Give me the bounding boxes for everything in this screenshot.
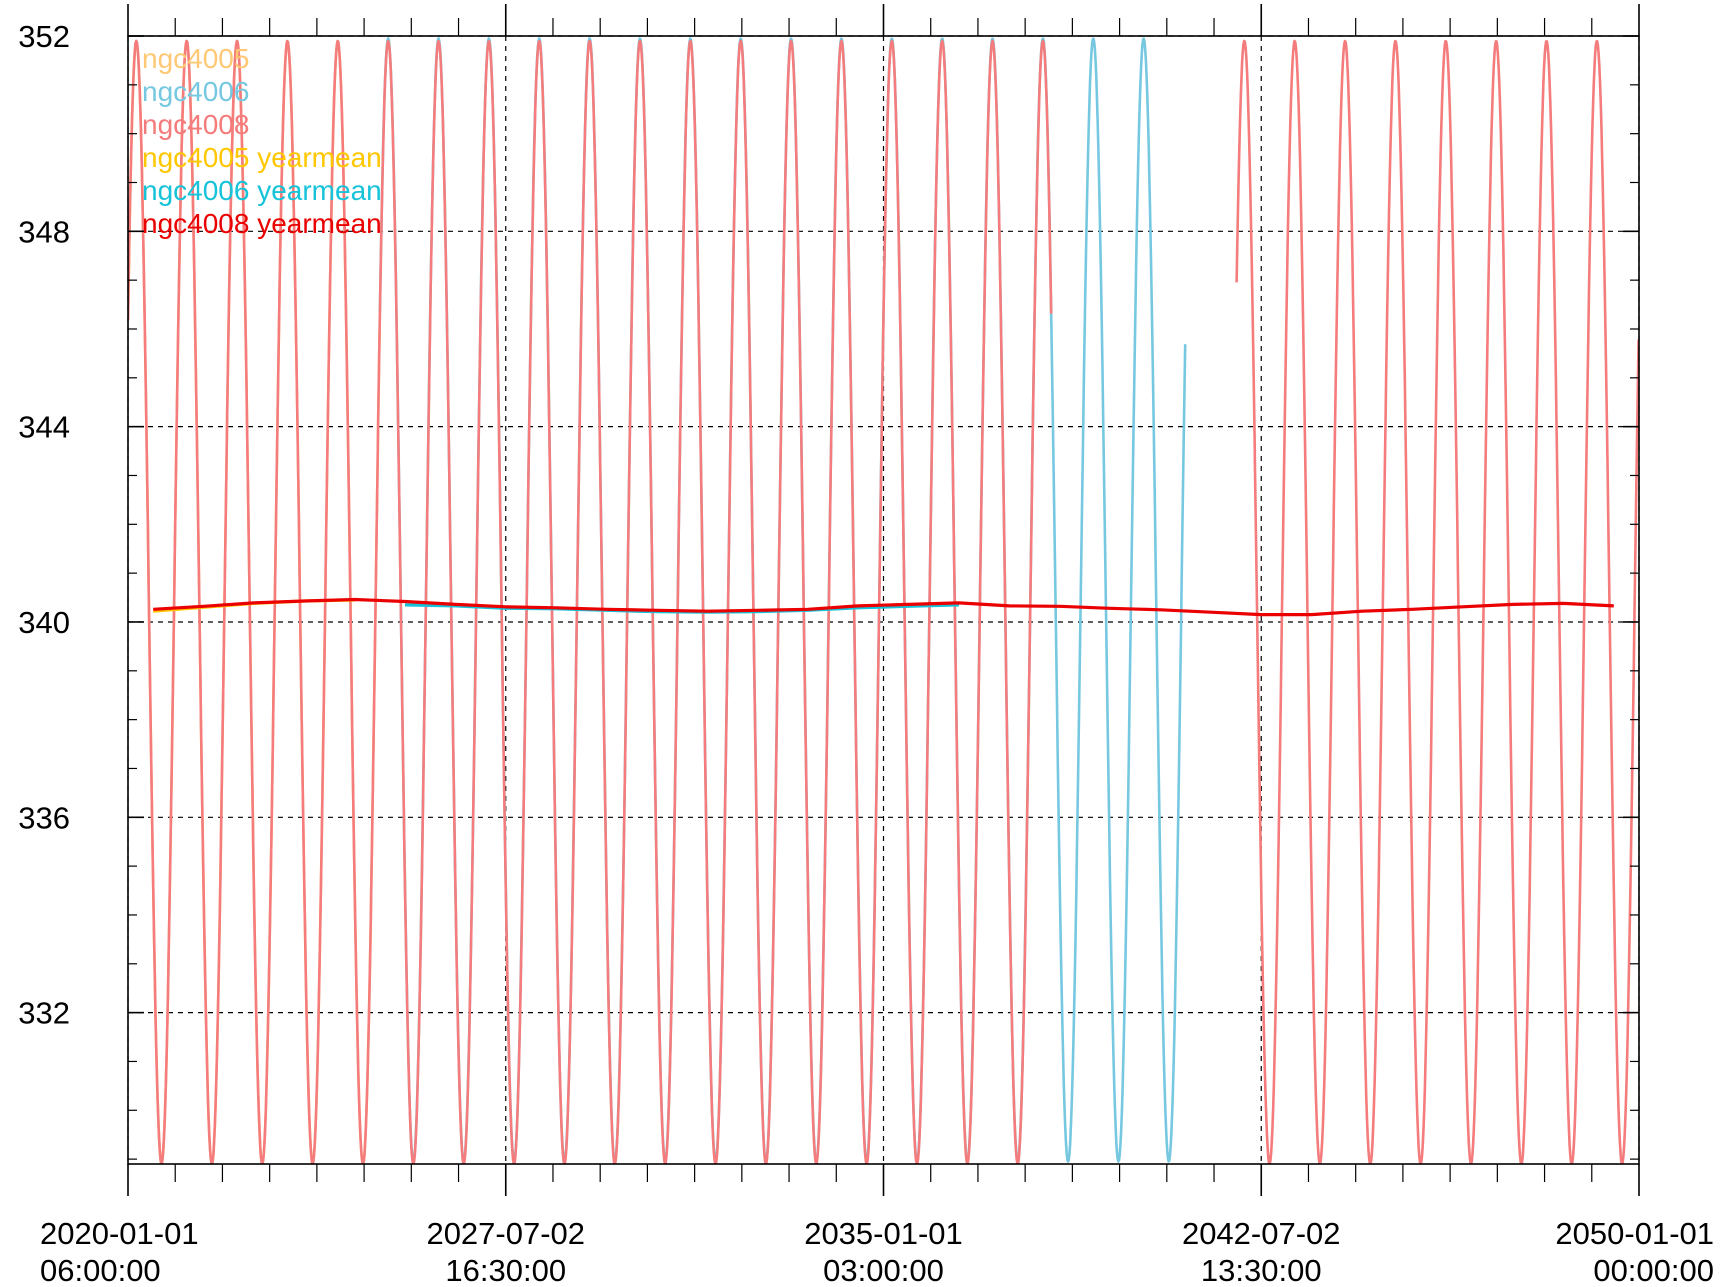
y-tick-label-5: 352 — [18, 19, 70, 54]
legend-item-ngc4005-yearmean: ngc4005 yearmean — [142, 142, 382, 173]
x-tick-label-time-1: 16:30:00 — [445, 1253, 566, 1287]
x-tick-label-date-3: 2042-07-02 — [1182, 1216, 1341, 1251]
y-tick-label-2: 340 — [18, 605, 70, 640]
x-tick-label-time-4: 00:00:00 — [1593, 1253, 1714, 1287]
x-tick-label-time-2: 03:00:00 — [823, 1253, 944, 1287]
x-tick-label-date-1: 2027-07-02 — [426, 1216, 585, 1251]
legend-item-ngc4005: ngc4005 — [142, 43, 249, 74]
x-tick-label-date-0: 2020-01-01 — [40, 1216, 199, 1251]
x-tick-label-time-0: 06:00:00 — [40, 1253, 161, 1287]
y-tick-label-3: 344 — [18, 410, 70, 445]
x-tick-label-date-4: 2050-01-01 — [1555, 1216, 1714, 1251]
legend-item-ngc4008: ngc4008 — [142, 109, 249, 140]
y-tick-label-1: 336 — [18, 800, 70, 835]
x-tick-label-date-2: 2035-01-01 — [804, 1216, 963, 1251]
y-tick-label-4: 348 — [18, 214, 70, 249]
legend-item-ngc4006-yearmean: ngc4006 yearmean — [142, 175, 382, 206]
x-tick-label-time-3: 13:30:00 — [1201, 1253, 1322, 1287]
plot-area — [128, 37, 1639, 1164]
y-tick-label-0: 332 — [18, 996, 70, 1031]
legend-item-ngc4006: ngc4006 — [142, 76, 249, 107]
legend-item-ngc4008-yearmean: ngc4008 yearmean — [142, 208, 382, 239]
series-line-ngc4008-yearmean — [153, 597, 1614, 617]
